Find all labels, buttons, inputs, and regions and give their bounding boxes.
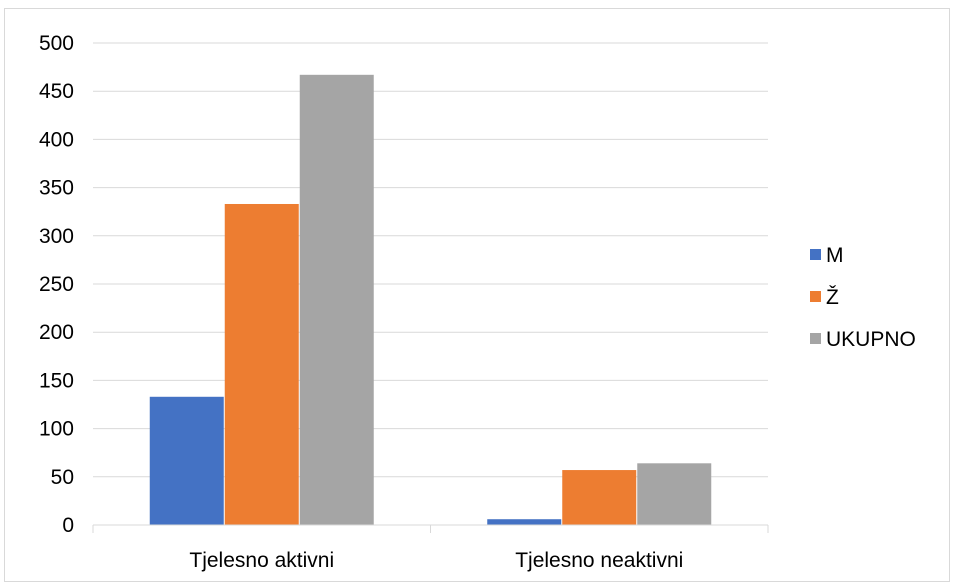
- bar-m-2: [487, 519, 562, 525]
- legend-label: UKUPNO: [826, 328, 916, 351]
- bar-m-1: [149, 396, 224, 525]
- x-category-label: Tjelesno aktivni: [189, 549, 334, 572]
- bar-ž-2: [562, 470, 637, 525]
- bar-ž-1: [224, 203, 299, 525]
- y-tick-label: 450: [39, 80, 74, 103]
- legend-swatch-ukupno: [810, 333, 821, 344]
- legend-swatch-m: [810, 249, 821, 260]
- x-category-label: Tjelesno neaktivni: [515, 549, 683, 572]
- legend-label: M: [826, 244, 844, 267]
- x-axis: Tjelesno aktivni Tjelesno neaktivni: [92, 524, 769, 572]
- y-tick-label: 350: [39, 177, 74, 200]
- y-tick-label: 200: [39, 321, 74, 344]
- y-tick-label: 500: [39, 32, 74, 55]
- legend-label: Ž: [826, 286, 839, 309]
- y-axis-tick-labels: 0 50 100 150 200 250 300 350 400 450 500: [39, 32, 74, 537]
- legend: MŽ UKUPNO: [810, 244, 916, 351]
- y-tick-label: 250: [39, 273, 74, 296]
- y-tick-label: 50: [51, 466, 74, 489]
- y-tick-label: 300: [39, 225, 74, 248]
- bar-ukupno-2: [637, 463, 712, 525]
- bars: [149, 74, 712, 525]
- legend-swatch-ž: [810, 291, 821, 302]
- y-tick-label: 100: [39, 418, 74, 441]
- bar-ukupno-1: [299, 74, 374, 525]
- y-tick-label: 150: [39, 369, 74, 392]
- y-tick-label: 0: [62, 514, 74, 537]
- y-tick-label: 400: [39, 128, 74, 151]
